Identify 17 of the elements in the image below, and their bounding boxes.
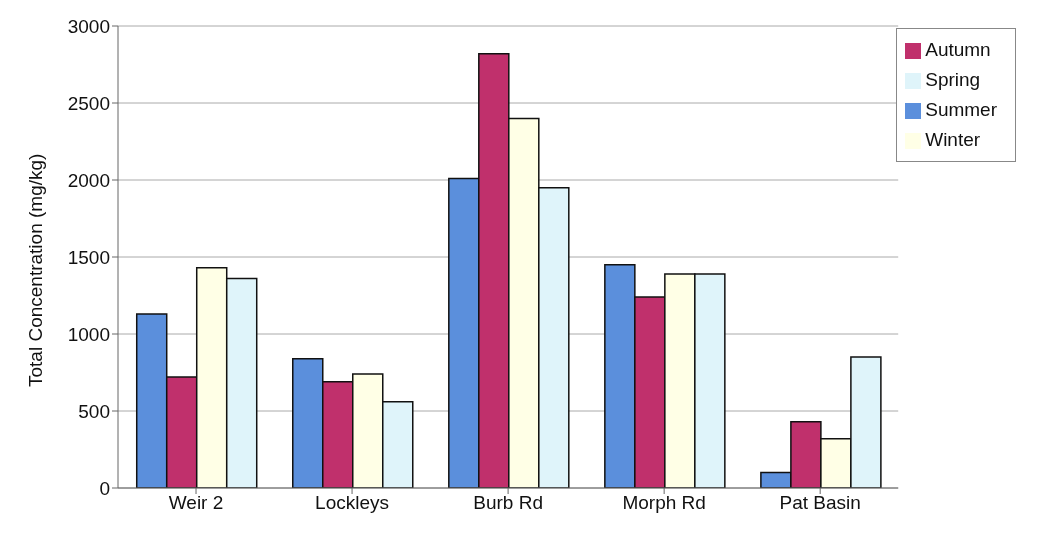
x-tick-label: Pat Basin — [779, 492, 861, 514]
y-tick-label: 2000 — [67, 169, 110, 191]
legend-label: Spring — [925, 69, 981, 90]
x-tick-label: Weir 2 — [168, 492, 224, 514]
y-axis-title: Total Concentration (mg/kg) — [24, 153, 46, 387]
y-tick-label: 0 — [99, 477, 110, 499]
y-tick-label: 3000 — [67, 15, 110, 37]
legend-label: Summer — [925, 99, 997, 120]
y-tick-label: 1500 — [67, 246, 110, 268]
legend-label: Autumn — [925, 39, 991, 60]
x-tick-label: Burb Rd — [473, 492, 543, 514]
y-tick-label: 1000 — [67, 323, 110, 345]
legend-label: Winter — [925, 129, 981, 150]
y-tick-label: 500 — [78, 400, 110, 422]
x-tick-label: Lockleys — [315, 492, 390, 514]
x-tick-label: Morph Rd — [622, 492, 706, 514]
y-tick-label: 2500 — [67, 92, 110, 114]
